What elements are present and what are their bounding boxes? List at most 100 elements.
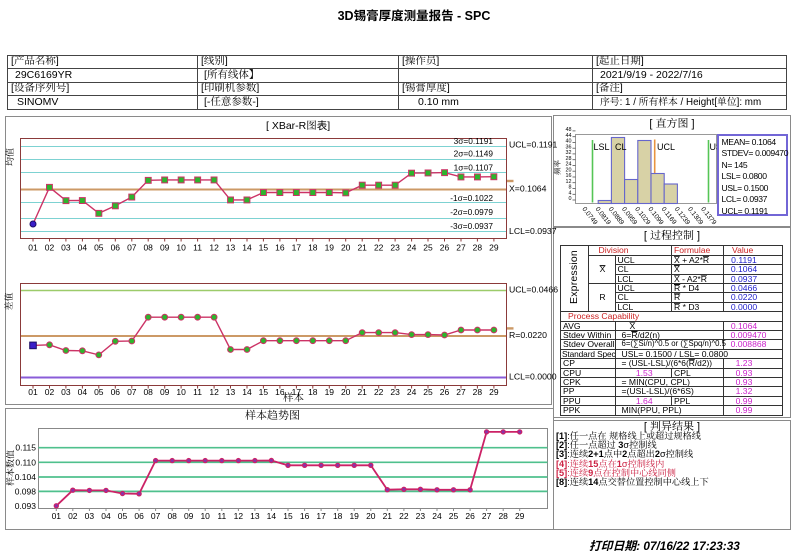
svg-text:07: 07 [127, 387, 137, 397]
svg-text:20: 20 [366, 511, 376, 521]
svg-text:均值: 均值 [3, 148, 16, 166]
svg-text:16: 16 [566, 173, 572, 179]
svg-text:0.093: 0.093 [15, 501, 37, 511]
svg-text:2σ=0.1149: 2σ=0.1149 [454, 149, 494, 159]
svg-text:18: 18 [308, 387, 318, 397]
svg-text:26: 26 [440, 243, 450, 253]
svg-text:23: 23 [390, 243, 400, 253]
svg-text:13: 13 [250, 511, 260, 521]
svg-text:差值: 差值 [2, 292, 15, 310]
svg-text:20: 20 [341, 387, 351, 397]
svg-text:UCL=0.1191: UCL=0.1191 [509, 140, 558, 150]
svg-text:11: 11 [193, 387, 202, 397]
svg-text:07: 07 [127, 243, 137, 253]
svg-text:15: 15 [259, 387, 269, 397]
svg-text:10: 10 [200, 511, 210, 521]
svg-text:25: 25 [423, 243, 433, 253]
svg-text:08: 08 [167, 511, 177, 521]
svg-text:01: 01 [28, 243, 38, 253]
svg-text:14: 14 [267, 511, 277, 521]
svg-text:02: 02 [45, 243, 55, 253]
svg-text:29: 29 [489, 387, 499, 397]
svg-text:36: 36 [566, 144, 572, 150]
svg-text:07: 07 [151, 511, 161, 521]
svg-text:16: 16 [300, 511, 310, 521]
svg-text:15: 15 [283, 511, 293, 521]
svg-text:24: 24 [407, 243, 417, 253]
svg-text:01: 01 [28, 387, 38, 397]
svg-text:LCL=0.0000: LCL=0.0000 [509, 372, 557, 382]
svg-text:02: 02 [45, 387, 55, 397]
svg-text:01: 01 [52, 511, 62, 521]
svg-text:-1σ=0.1022: -1σ=0.1022 [450, 193, 493, 203]
svg-text:03: 03 [61, 387, 71, 397]
svg-text:40: 40 [566, 139, 572, 145]
svg-text:20: 20 [566, 167, 572, 173]
svg-text:8: 8 [569, 185, 572, 191]
svg-text:22: 22 [399, 511, 409, 521]
svg-text:21: 21 [357, 243, 367, 253]
svg-text:02: 02 [68, 511, 78, 521]
svg-text:04: 04 [78, 387, 88, 397]
svg-text:24: 24 [432, 511, 442, 521]
svg-text:19: 19 [325, 243, 335, 253]
svg-text:UCL: UCL [657, 142, 675, 152]
svg-text:24: 24 [407, 387, 417, 397]
svg-text:27: 27 [456, 387, 466, 397]
svg-text:05: 05 [118, 511, 128, 521]
svg-text:14: 14 [242, 243, 252, 253]
svg-text:28: 28 [473, 243, 483, 253]
svg-text:11: 11 [217, 511, 226, 521]
svg-text:06: 06 [111, 243, 121, 253]
svg-text:13: 13 [226, 243, 236, 253]
svg-text:21: 21 [383, 511, 393, 521]
svg-text:18: 18 [308, 243, 318, 253]
svg-text:样本: 样本 [283, 390, 304, 405]
svg-text:UCL=0.0466: UCL=0.0466 [509, 285, 558, 295]
svg-text:44: 44 [566, 133, 572, 139]
svg-text:-2σ=0.0979: -2σ=0.0979 [450, 207, 493, 217]
svg-text:0.115: 0.115 [15, 443, 36, 453]
svg-text:样本数值: 样本数值 [3, 450, 16, 486]
svg-text:26: 26 [465, 511, 475, 521]
svg-text:14: 14 [242, 387, 252, 397]
svg-text:频率: 频率 [552, 160, 563, 175]
svg-text:10: 10 [176, 387, 186, 397]
svg-text:-3σ=0.0937: -3σ=0.0937 [450, 221, 493, 231]
svg-text:20: 20 [341, 243, 351, 253]
svg-text:12: 12 [234, 511, 244, 521]
svg-text:08: 08 [143, 387, 153, 397]
svg-text:22: 22 [374, 387, 384, 397]
svg-text:LCL=0.0937: LCL=0.0937 [509, 226, 557, 236]
svg-text:15: 15 [259, 243, 269, 253]
svg-text:16: 16 [275, 387, 285, 397]
svg-text:29: 29 [489, 243, 499, 253]
svg-text:23: 23 [390, 387, 400, 397]
svg-text:05: 05 [94, 387, 104, 397]
svg-text:16: 16 [275, 243, 285, 253]
svg-text:22: 22 [374, 243, 384, 253]
svg-text:12: 12 [209, 387, 219, 397]
svg-text:19: 19 [325, 387, 335, 397]
svg-text:0.110: 0.110 [15, 457, 36, 467]
svg-text:06: 06 [111, 387, 121, 397]
svg-text:R=0.0220: R=0.0220 [509, 330, 547, 340]
svg-text:05: 05 [94, 243, 104, 253]
svg-text:28: 28 [498, 511, 508, 521]
svg-text:19: 19 [349, 511, 359, 521]
svg-text:10: 10 [176, 243, 186, 253]
svg-text:4: 4 [569, 191, 572, 197]
svg-text:21: 21 [357, 387, 367, 397]
svg-text:09: 09 [184, 511, 194, 521]
svg-text:09: 09 [160, 243, 170, 253]
svg-text:03: 03 [61, 243, 71, 253]
svg-text:25: 25 [449, 511, 459, 521]
svg-text:17: 17 [292, 243, 302, 253]
svg-text:26: 26 [440, 387, 450, 397]
svg-text:29: 29 [515, 511, 525, 521]
svg-text:13: 13 [226, 387, 236, 397]
svg-text:17: 17 [316, 511, 326, 521]
svg-text:CL: CL [615, 142, 627, 152]
svg-text:04: 04 [78, 243, 88, 253]
svg-text:24: 24 [566, 162, 572, 168]
